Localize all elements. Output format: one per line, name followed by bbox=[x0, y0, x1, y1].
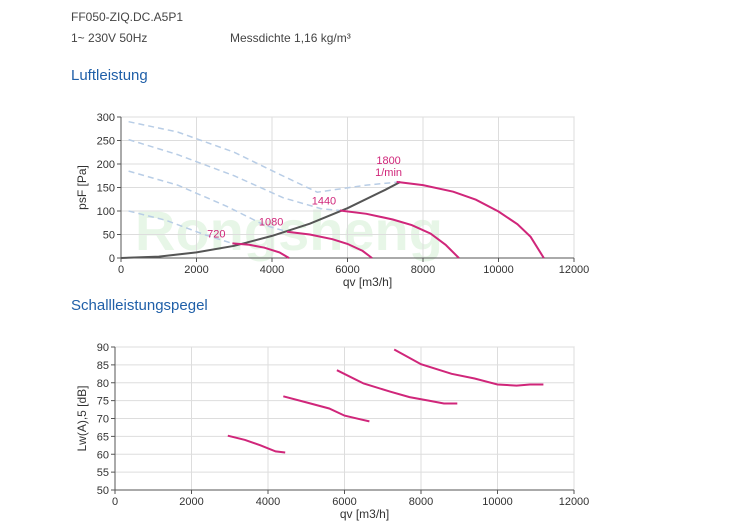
airflow-series-label: 1440 bbox=[312, 196, 336, 208]
airflow-tick-label-y: 200 bbox=[97, 159, 115, 171]
sound-series-line bbox=[283, 395, 370, 423]
airflow-tick-label-x: 10000 bbox=[483, 264, 514, 276]
airflow-tick-label-x: 8000 bbox=[411, 264, 435, 276]
sound-tick-label-x: 10000 bbox=[482, 496, 513, 508]
airflow-series-label: 1080 bbox=[259, 217, 283, 229]
model-number: FF050-ZIQ.DC.A5P1 bbox=[71, 10, 184, 24]
airflow-tick-label-y: 300 bbox=[97, 112, 115, 124]
sound-tick-label-y: 80 bbox=[97, 378, 109, 390]
airflow-tick-label-x: 6000 bbox=[335, 264, 359, 276]
sound-tick-label-x: 4000 bbox=[256, 496, 280, 508]
airflow-limit-curve-dashed bbox=[128, 120, 401, 193]
sound-tick-label-y: 55 bbox=[97, 467, 109, 479]
sound-tick-label-y: 50 bbox=[97, 485, 109, 497]
sound-tick-label-x: 12000 bbox=[559, 496, 590, 508]
airflow-tick-label-y: 150 bbox=[97, 183, 115, 195]
sound-tick-label-x: 0 bbox=[112, 496, 118, 508]
airflow-tick-label-x: 4000 bbox=[260, 264, 284, 276]
airflow-tick-label-x: 0 bbox=[118, 264, 124, 276]
sound-tick-label-x: 2000 bbox=[179, 496, 203, 508]
airflow-tick-label-x: 12000 bbox=[559, 264, 590, 276]
airflow-tick-label-y: 250 bbox=[97, 136, 115, 148]
airflow-tick-label-y: 0 bbox=[109, 253, 115, 265]
airflow-series-label: 1800 bbox=[376, 155, 400, 167]
airflow-tick-label-x: 2000 bbox=[184, 264, 208, 276]
airflow-tick-label-y: 50 bbox=[103, 230, 115, 242]
airflow-series-label: 720 bbox=[207, 228, 225, 240]
airflow-series-line bbox=[232, 242, 290, 259]
airflow-y-axis-label: psF [Pa] bbox=[75, 165, 89, 210]
chart-title-airflow: Luftleistung bbox=[71, 67, 148, 84]
airflow-tick-label-y: 100 bbox=[97, 206, 115, 218]
airflow-series-line bbox=[339, 209, 460, 259]
airflow-limit-curve-dashed bbox=[128, 138, 340, 212]
supply-voltage: 1~ 230V 50Hz bbox=[71, 31, 148, 45]
sound-tick-label-y: 75 bbox=[97, 396, 109, 408]
measurement-density: Messdichte 1,16 kg/m³ bbox=[230, 31, 351, 45]
sound-series-line bbox=[336, 369, 458, 405]
airflow-series-unit-label: 1/min bbox=[375, 167, 402, 179]
chart-title-sound: Schallleistungspegel bbox=[71, 297, 208, 314]
airflow-x-axis-label: qv [m3/h] bbox=[343, 275, 392, 289]
sound-x-axis-label: qv [m3/h] bbox=[340, 507, 389, 521]
airflow-series-line bbox=[286, 230, 373, 259]
sound-series-line bbox=[393, 348, 544, 387]
sound-tick-label-x: 8000 bbox=[409, 496, 433, 508]
sound-tick-label-y: 70 bbox=[97, 414, 109, 426]
sound-y-axis-label: Lw(A),5 [dB] bbox=[75, 385, 89, 451]
sound-tick-label-y: 65 bbox=[97, 431, 109, 443]
sound-series-line bbox=[227, 434, 286, 454]
sound-tick-label-y: 60 bbox=[97, 449, 109, 461]
sound-tick-label-y: 90 bbox=[97, 342, 109, 354]
sound-tick-label-y: 85 bbox=[97, 360, 109, 372]
airflow-series-line bbox=[396, 180, 545, 259]
sound-tick-label-x: 6000 bbox=[332, 496, 356, 508]
airflow-limit-curve-dashed bbox=[128, 170, 288, 233]
airflow-system-curve bbox=[120, 181, 401, 259]
airflow-limit-curve-dashed bbox=[128, 210, 233, 245]
